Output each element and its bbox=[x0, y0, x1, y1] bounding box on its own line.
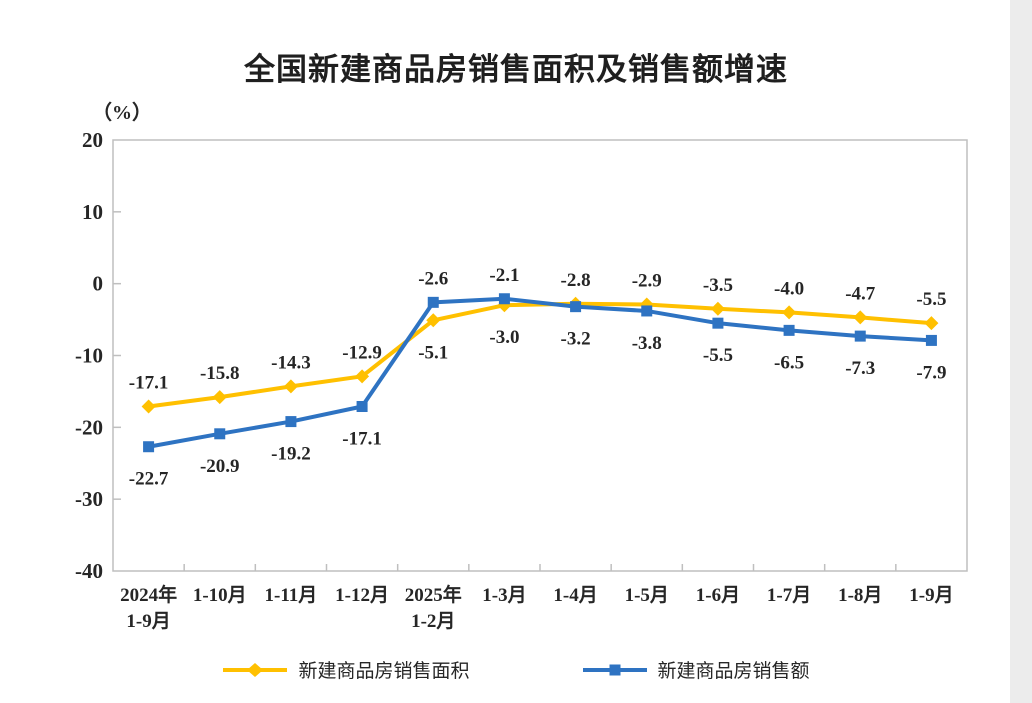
legend-item-sales-amount: 新建商品房销售额 bbox=[582, 656, 810, 683]
data-point-marker bbox=[212, 390, 227, 405]
data-label: -2.1 bbox=[489, 265, 519, 286]
data-label: -3.8 bbox=[632, 333, 662, 354]
x-axis-label: 1-5月 bbox=[625, 585, 669, 606]
y-axis-tick-label: 0 bbox=[93, 272, 104, 296]
y-axis-tick-label: 20 bbox=[82, 128, 103, 152]
data-point-marker bbox=[143, 441, 155, 453]
y-axis-tick-label: 10 bbox=[82, 200, 103, 224]
data-point-marker bbox=[356, 401, 368, 413]
x-axis-label: 1-10月 bbox=[193, 585, 247, 606]
data-label: -15.8 bbox=[200, 363, 240, 384]
y-axis-tick-label: -40 bbox=[75, 559, 103, 583]
data-label: -2.9 bbox=[632, 270, 662, 291]
data-label: -17.1 bbox=[129, 373, 169, 394]
x-axis-label: 1-6月 bbox=[696, 585, 740, 606]
data-label: -5.5 bbox=[703, 345, 733, 366]
plot-border bbox=[112, 139, 968, 572]
data-point-marker bbox=[854, 330, 866, 342]
y-axis-tick-label: -10 bbox=[75, 344, 103, 368]
data-label: -2.6 bbox=[418, 268, 448, 289]
data-point-marker bbox=[853, 310, 868, 325]
data-point-marker bbox=[924, 316, 939, 331]
legend-label-sales-amount: 新建商品房销售额 bbox=[657, 661, 810, 682]
x-axis-label: 2025年 1-2月 bbox=[405, 583, 462, 632]
y-axis-tick-label: -30 bbox=[75, 487, 103, 511]
x-axis-label: 1-4月 bbox=[553, 585, 597, 606]
data-label: -5.5 bbox=[916, 289, 946, 310]
x-axis-label: 1-11月 bbox=[265, 585, 318, 606]
data-point-marker bbox=[925, 334, 937, 346]
data-label: -7.9 bbox=[916, 362, 946, 383]
data-label: -5.1 bbox=[418, 342, 448, 363]
sales-amount-legend-marker bbox=[582, 664, 647, 675]
data-point-marker bbox=[498, 293, 510, 305]
data-label: -3.0 bbox=[489, 327, 519, 348]
data-label: -20.9 bbox=[200, 456, 240, 477]
sales-area-line bbox=[148, 301, 932, 409]
data-label: -3.5 bbox=[703, 275, 733, 296]
data-point-marker bbox=[782, 305, 797, 320]
sales-area-legend-marker bbox=[223, 662, 288, 677]
data-label: -4.0 bbox=[774, 278, 804, 299]
data-label: -14.3 bbox=[271, 352, 311, 373]
data-point-marker bbox=[141, 399, 156, 414]
x-axis-label: 1-3月 bbox=[482, 585, 526, 606]
data-label: -2.8 bbox=[561, 270, 591, 291]
data-label: -19.2 bbox=[271, 444, 311, 465]
x-axis-label: 1-7月 bbox=[767, 585, 811, 606]
x-axis-label: 1-12月 bbox=[335, 585, 389, 606]
data-point-marker bbox=[641, 305, 653, 317]
data-point-marker bbox=[283, 379, 298, 394]
legend-item-sales-area: 新建商品房销售面积 bbox=[222, 656, 470, 683]
x-axis-label: 1-9月 bbox=[909, 585, 953, 606]
data-point-marker bbox=[214, 428, 226, 440]
data-point-marker bbox=[427, 296, 439, 308]
data-label: -3.2 bbox=[561, 329, 591, 350]
y-axis-tick-label: -20 bbox=[75, 415, 103, 439]
data-point-marker bbox=[710, 301, 725, 316]
data-point-marker bbox=[285, 416, 297, 428]
chart-legend: 新建商品房销售面积 新建商品房销售额 bbox=[0, 656, 1032, 683]
data-point-marker bbox=[426, 313, 441, 328]
data-label: -17.1 bbox=[342, 429, 382, 450]
data-label: -7.3 bbox=[845, 358, 875, 379]
legend-square-icon bbox=[609, 664, 620, 675]
legend-label-sales-area: 新建商品房销售面积 bbox=[298, 661, 470, 682]
data-label: -22.7 bbox=[129, 469, 169, 490]
data-label: -12.9 bbox=[342, 342, 382, 363]
data-label: -4.7 bbox=[845, 283, 876, 304]
line-chart-plot: -40 -30 -20 -10 0 10 20 2024年 1-9月 1-10月 1-11月 1-12… bbox=[75, 128, 968, 632]
legend-diamond-icon bbox=[247, 662, 264, 677]
x-axis-label: 2024年 1-9月 bbox=[120, 583, 177, 632]
data-point-marker bbox=[712, 317, 724, 329]
data-point-marker bbox=[783, 324, 795, 336]
x-axis-label: 1-8月 bbox=[838, 585, 882, 606]
chart-title: 全国新建商品房销售面积及销售额增速 bbox=[244, 52, 788, 87]
data-point-marker bbox=[355, 369, 370, 384]
data-label: -6.5 bbox=[774, 352, 804, 373]
sales-amount-line bbox=[148, 296, 932, 449]
y-axis-unit-label: （%） bbox=[92, 102, 152, 124]
data-point-marker bbox=[570, 301, 582, 313]
page-edge-strip bbox=[1010, 0, 1032, 703]
